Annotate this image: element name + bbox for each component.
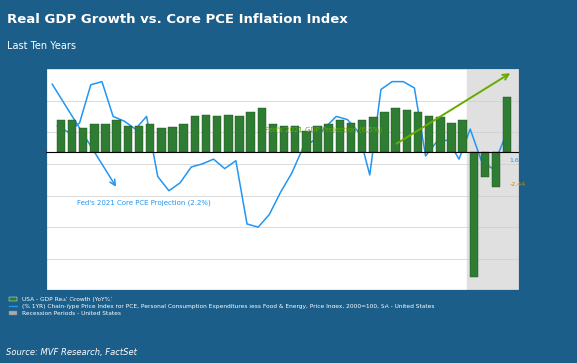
Text: Fed's 2021 GDP Projection (6.5%): Fed's 2021 GDP Projection (6.5%) [265,126,382,133]
Bar [213,116,222,152]
Bar [68,120,76,152]
Bar [336,120,344,152]
Bar [157,129,166,152]
Bar [190,116,199,152]
Bar [369,117,377,152]
Bar [380,112,389,152]
Bar [403,110,411,152]
Bar [257,108,266,152]
Text: Fed's 2021 Core PCE Projection (2.2%): Fed's 2021 Core PCE Projection (2.2%) [77,200,211,207]
Bar [347,123,355,152]
Bar [492,152,500,187]
Text: 1.6: 1.6 [509,158,519,163]
Bar [113,120,121,152]
Bar [269,124,277,152]
Bar [79,129,88,152]
Bar [291,126,299,152]
Text: Last Ten Years: Last Ten Years [7,41,76,50]
Bar [458,120,467,152]
Bar [313,126,322,152]
Bar [202,115,210,152]
Bar [224,115,233,152]
Bar [90,124,99,152]
Text: Real GDP Growth vs. Core PCE Inflation Index: Real GDP Growth vs. Core PCE Inflation I… [7,13,348,26]
Bar [358,120,366,152]
Bar [57,120,65,152]
Bar [123,126,132,152]
Bar [425,116,433,152]
Bar [168,127,177,152]
Bar [235,116,243,152]
Bar [146,124,155,152]
Bar [324,124,333,152]
Bar [135,126,143,152]
Bar [481,152,489,177]
Bar [503,97,511,152]
Text: -2.44: -2.44 [509,182,526,187]
Legend: USA - GDP Real Growth (YoY%), (% 1YR) Chain-Type Price Index for PCE, Personal C: USA - GDP Real Growth (YoY%), (% 1YR) Ch… [9,297,434,316]
Bar [470,152,478,277]
Bar [447,123,456,152]
Text: Source: MVF Research, FactSet: Source: MVF Research, FactSet [6,348,137,357]
Bar [280,126,288,152]
Bar [246,112,255,152]
Bar [391,108,400,152]
Bar [102,124,110,152]
Bar [414,112,422,152]
Bar [179,124,188,152]
Bar [467,69,519,290]
Bar [436,117,444,152]
Bar [302,131,310,152]
